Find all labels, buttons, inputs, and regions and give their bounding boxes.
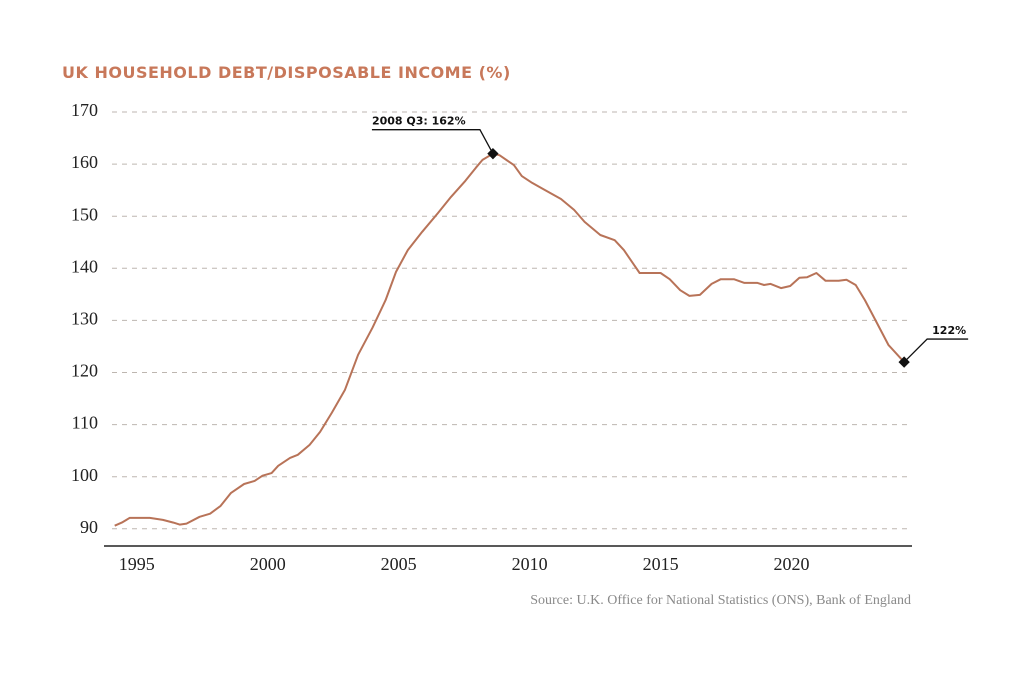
annotation-marker: [898, 356, 910, 368]
chart-title: UK HOUSEHOLD DEBT/DISPOSABLE INCOME (%): [62, 63, 511, 82]
y-tick-label: 150: [71, 204, 98, 224]
y-tick-label: 100: [71, 465, 98, 485]
x-tick-label: 2015: [643, 554, 679, 574]
x-tick-label: 2010: [512, 554, 548, 574]
y-tick-label: 90: [80, 517, 98, 537]
x-tick-label: 2020: [774, 554, 810, 574]
y-tick-label: 140: [71, 256, 98, 276]
x-tick-label: 2005: [381, 554, 417, 574]
x-tick-label: 1995: [119, 554, 155, 574]
y-tick-label: 110: [72, 413, 98, 433]
annotation-marker: [487, 148, 499, 160]
annotation-leader: [903, 338, 969, 363]
source: Source: U.K. Office for National Statist…: [530, 593, 911, 608]
data-line: [114, 152, 905, 527]
x-tick-label: 2000: [250, 554, 286, 574]
y-tick-label: 160: [71, 152, 98, 172]
y-tick-label: 170: [71, 100, 98, 120]
annotation-label: 122%: [932, 324, 966, 337]
annotation-label: 2008 Q3: 162%: [372, 115, 466, 128]
y-tick-label: 120: [71, 361, 98, 381]
y-tick-label: 130: [71, 309, 98, 329]
annotation-leader: [371, 129, 494, 154]
